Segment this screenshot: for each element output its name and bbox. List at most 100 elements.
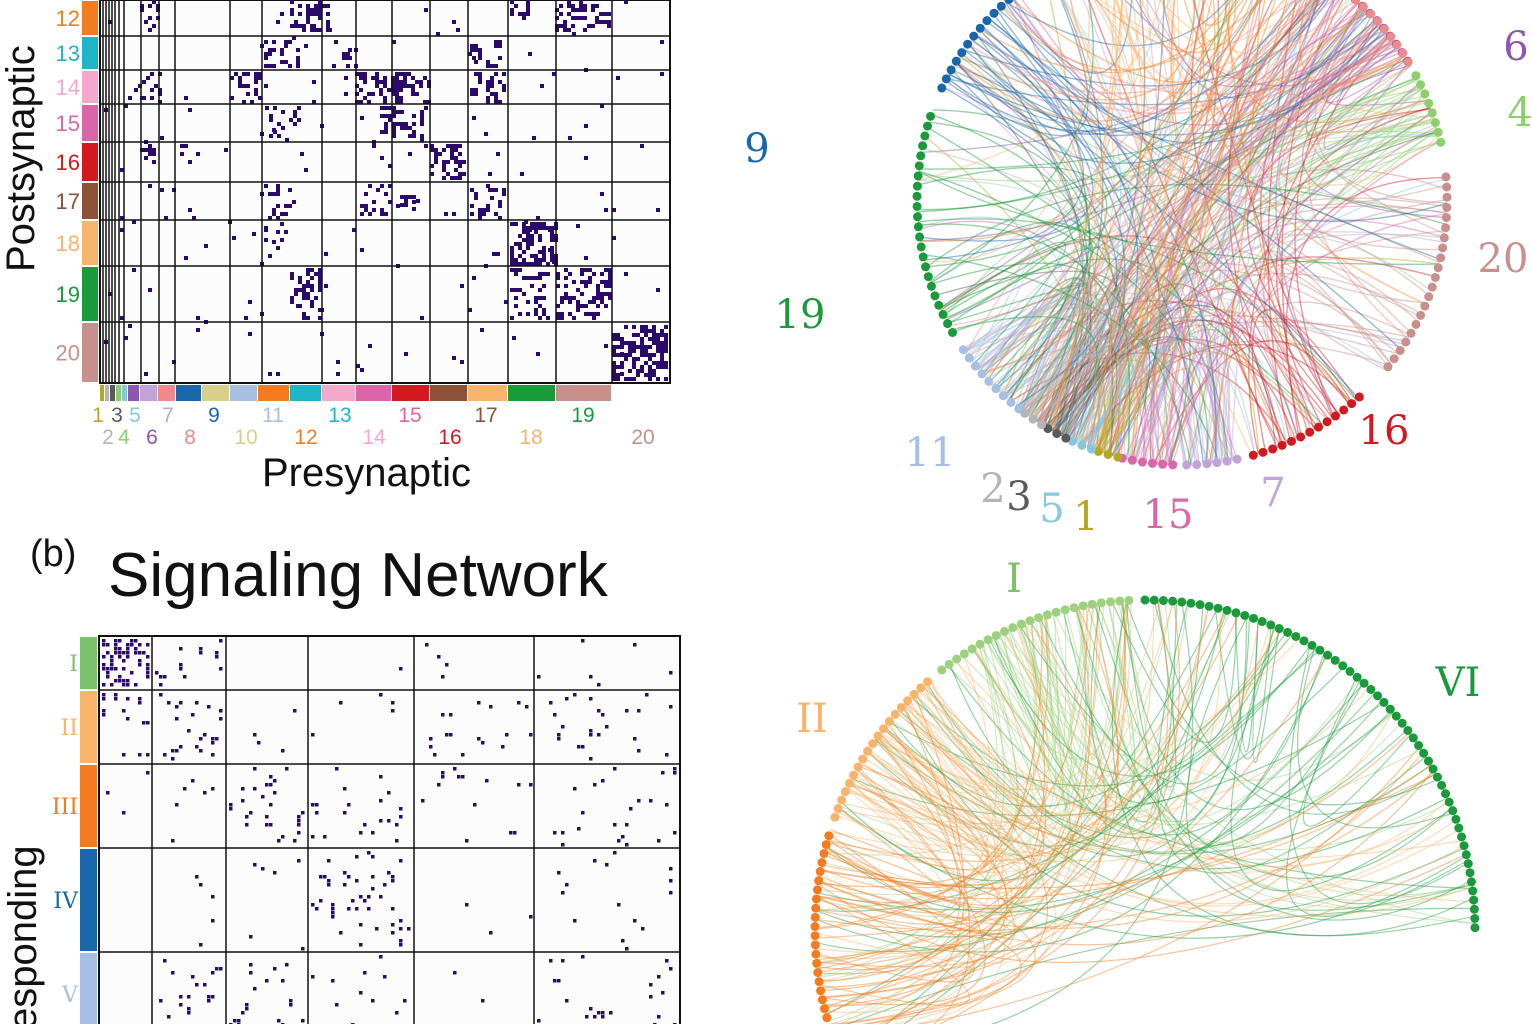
network-edge [1035, 327, 1256, 455]
connection-dot [348, 56, 352, 60]
row-group-label-I: I [69, 652, 78, 677]
connection-dot [458, 160, 462, 164]
network-edge [1082, 0, 1309, 447]
network-edge [939, 28, 1386, 309]
network-edge [816, 699, 1383, 911]
connection-dot [640, 325, 644, 329]
row-group-label-12: 12 [56, 6, 80, 31]
connection-dot [114, 693, 118, 697]
network-edge [1125, 600, 1439, 806]
network-node [1436, 253, 1446, 263]
connection-dot [302, 296, 306, 300]
connection-dot [560, 316, 564, 320]
connection-dot [669, 705, 673, 709]
network-edge [1107, 350, 1319, 455]
connection-dot [538, 238, 542, 242]
network-edge [1058, 33, 1390, 436]
connection-dot [284, 40, 288, 44]
connection-dot [376, 188, 380, 192]
network-node [1411, 71, 1421, 81]
connection-dot [608, 292, 612, 296]
connection-dot [567, 12, 571, 16]
network-node [817, 995, 827, 1005]
network-edge [1091, 359, 1172, 455]
network-edge [959, 54, 1122, 453]
network-edge [1095, 345, 1127, 452]
network-edge [875, 639, 1019, 847]
network-edge [1056, 275, 1098, 446]
connection-dot [620, 365, 624, 369]
network-edge [980, 26, 1161, 456]
network-edge [1013, 0, 1148, 463]
network-edge [820, 764, 1432, 889]
connection-dot [652, 373, 656, 377]
connection-dot [264, 64, 268, 68]
network-edge [1070, 363, 1212, 464]
network-edge [1026, 0, 1290, 416]
connection-dot [542, 254, 546, 258]
network-edge [988, 17, 1139, 433]
network-edge [1063, 0, 1122, 441]
connection-dot [118, 679, 122, 683]
network-edge [1069, 0, 1447, 206]
network-edge [1183, 0, 1266, 79]
connection-dot [472, 116, 476, 120]
network-edge [926, 126, 1324, 426]
network-edge [820, 685, 1045, 886]
connection-dot [411, 88, 415, 92]
col-group-label-2: 2 [102, 426, 114, 449]
row-group-color-12 [82, 1, 98, 35]
network-edge [962, 302, 1088, 423]
network-edge [1087, 133, 1440, 449]
network-edge [970, 113, 1433, 362]
connection-dot [568, 136, 572, 140]
connection-dot [584, 268, 588, 272]
network-edge [971, 631, 1111, 841]
connection-dot [124, 104, 128, 108]
connection-dot [612, 361, 616, 365]
connection-dot [331, 915, 335, 919]
network-node [1470, 923, 1480, 933]
connection-dot [595, 16, 599, 20]
connection-dot [420, 316, 424, 320]
connection-dot [324, 284, 328, 288]
connection-dot [612, 337, 616, 341]
network-node [952, 654, 962, 664]
network-node [821, 840, 831, 850]
network-node [1052, 429, 1062, 439]
connection-dot [310, 28, 314, 32]
connection-dot [579, 8, 583, 12]
connection-dot [403, 999, 407, 1003]
connection-dot [372, 208, 376, 212]
network-edge [1018, 616, 1250, 785]
connection-dot [498, 100, 502, 104]
connection-dot [211, 741, 215, 745]
network-node [1042, 610, 1052, 620]
connection-dot [452, 356, 456, 360]
connection-dot [306, 16, 310, 20]
connection-dot [517, 701, 521, 705]
connection-dot [580, 304, 584, 308]
connection-dot [324, 252, 328, 256]
connection-dot [477, 701, 481, 705]
connection-dot [640, 353, 644, 357]
connection-dot [632, 349, 636, 353]
connection-dot [261, 867, 265, 871]
network-edge [948, 32, 1389, 327]
network-edge [1120, 600, 1392, 811]
network-edge [1023, 312, 1101, 446]
connection-dot [126, 651, 130, 655]
connection-dot [148, 148, 152, 152]
network-edge [1287, 0, 1373, 129]
col-group-color-12 [258, 385, 289, 401]
connection-dot [657, 975, 661, 979]
connection-dot [583, 28, 587, 32]
connection-dot [400, 126, 404, 130]
connection-dot [441, 675, 445, 679]
connection-dot [355, 100, 359, 104]
network-edge [824, 615, 1059, 856]
connection-dot [427, 84, 431, 88]
connection-dot [404, 203, 408, 207]
col-group-color-1 [100, 385, 104, 401]
connection-dot [576, 300, 580, 304]
